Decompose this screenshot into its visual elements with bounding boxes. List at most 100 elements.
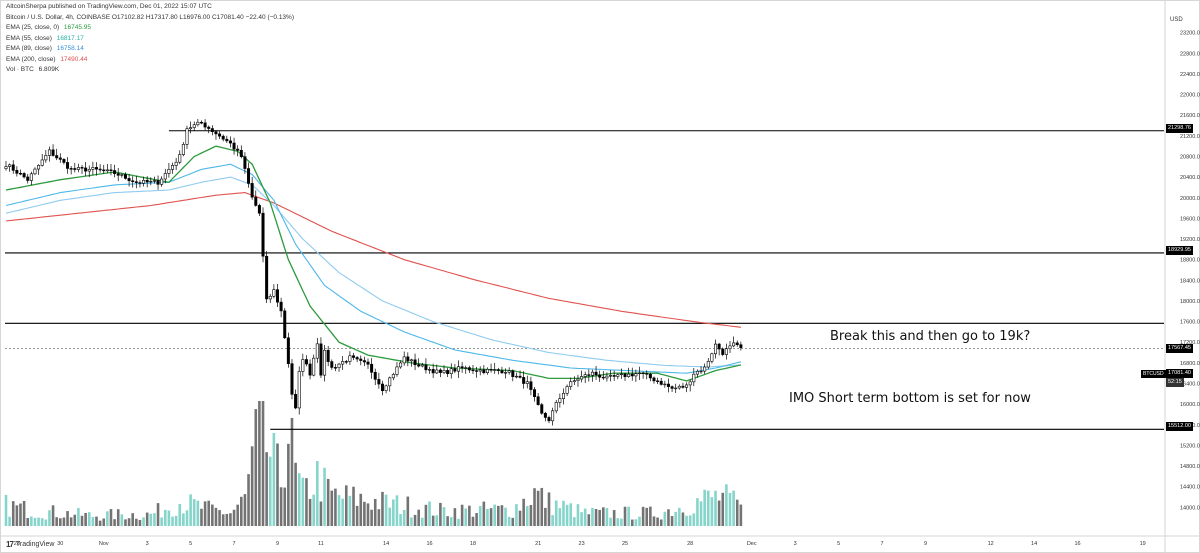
y-tick-label: 20400.00	[1180, 175, 1200, 181]
x-axis: 28 30 Nov 3 5 7 9 11 14 16 18 21 23 25 28 Dec 3 5 7 9 12 14 16…	[14, 541, 1146, 547]
volume-bar	[518, 510, 522, 526]
candle-up	[192, 124, 196, 128]
volume-bar	[511, 517, 515, 526]
volume-bar	[460, 504, 464, 526]
candle-up	[583, 374, 587, 377]
volume-bar	[163, 509, 167, 526]
volume-bar	[167, 510, 171, 526]
volume-bar	[529, 504, 533, 526]
volume-bar	[297, 473, 301, 526]
candle-up	[507, 370, 511, 373]
volume-bar	[203, 501, 207, 526]
candle-down	[438, 369, 442, 373]
candle-down	[587, 374, 591, 376]
volume-bar	[160, 517, 163, 526]
candle-down	[254, 196, 258, 206]
volume-bar	[402, 509, 406, 526]
candle-down	[406, 356, 410, 362]
volume-bar	[221, 514, 225, 526]
volume-bar	[468, 505, 471, 526]
volume-bar	[236, 504, 239, 526]
indicator-ema89[interactable]: EMA (89, close) 16758.14	[6, 44, 294, 55]
candle-up	[315, 343, 319, 359]
volume-bar	[710, 497, 714, 526]
indicator-ema55[interactable]: EMA (55, close) 16817.17	[6, 34, 294, 45]
volume-bar	[272, 432, 276, 526]
volume-bar	[558, 508, 562, 526]
candle-up	[580, 376, 584, 380]
volume-bar	[428, 501, 431, 526]
candle-up	[37, 165, 41, 170]
candle-up	[171, 165, 175, 170]
candle-down	[735, 342, 739, 346]
candle-down	[55, 155, 59, 159]
candle-up	[685, 384, 689, 388]
indicator-ema200[interactable]: EMA (200, close) 17490.44	[6, 55, 294, 66]
volume-bar	[66, 511, 69, 526]
candle-up	[178, 154, 182, 163]
volume-bar	[91, 516, 95, 526]
candle-down	[739, 344, 743, 348]
candle-down	[380, 383, 384, 391]
volume-bar	[562, 500, 565, 526]
x-tick-label: 11	[318, 541, 324, 547]
candle-down	[15, 170, 19, 174]
volume-bar	[55, 517, 58, 526]
y-tick-label: 16800.00	[1180, 361, 1200, 367]
volume-bar	[138, 519, 142, 526]
volume-bar	[547, 492, 551, 526]
candle-down	[529, 381, 533, 390]
symbol-tag: BTCUSD	[1141, 370, 1166, 378]
volume-bar	[525, 506, 529, 526]
x-tick-label: 16	[426, 541, 432, 547]
volume-bar	[323, 467, 326, 526]
candle-up	[514, 375, 518, 378]
volume-bar	[536, 490, 540, 526]
candle-up	[323, 349, 327, 376]
volume-bar	[685, 515, 688, 526]
y-tick-label: 18000.00	[1180, 299, 1200, 305]
candle-down	[359, 358, 363, 361]
volume-bar	[109, 509, 113, 526]
volume-bar	[587, 514, 591, 526]
indicator-value: 6.809K	[38, 66, 60, 73]
candle-down	[22, 173, 26, 178]
candle-up	[409, 359, 413, 362]
y-tick-label: 21200.00	[1180, 134, 1200, 140]
candle-up	[456, 366, 460, 372]
candle-up	[572, 380, 576, 383]
volume-bar	[355, 505, 359, 526]
volume-bar	[630, 519, 634, 526]
candle-down	[134, 181, 138, 183]
volume-bar	[478, 506, 482, 526]
candle-up	[91, 167, 95, 170]
volume-bar	[384, 494, 388, 526]
ema200-line	[5, 192, 741, 328]
volume-bar	[294, 462, 297, 526]
candle-down	[373, 372, 377, 380]
candle-up	[558, 398, 562, 403]
x-tick-label: 14	[383, 541, 389, 547]
indicator-volume[interactable]: Vol · BTC 6.809K	[6, 65, 294, 76]
candle-up	[4, 166, 8, 169]
tradingview-logo[interactable]: 17 TradingView	[6, 540, 54, 549]
candle-up	[728, 345, 732, 350]
indicator-ema25[interactable]: EMA (25, close, 0) 16745.95	[6, 23, 294, 34]
candle-down	[127, 178, 131, 182]
candle-down	[543, 412, 547, 418]
candle-down	[109, 169, 113, 171]
y-tick-label: 14400.00	[1180, 485, 1200, 491]
candle-up	[185, 128, 189, 145]
volume-bar	[424, 504, 428, 526]
volume-bar	[410, 517, 413, 526]
candle-down	[533, 389, 537, 398]
annotation-bottom: IMO Short term bottom is set for now	[789, 391, 1031, 406]
volume-bar	[77, 508, 80, 526]
candle-down	[659, 380, 663, 385]
candle-up	[525, 381, 529, 384]
volume-bar	[605, 508, 609, 526]
candle-down	[670, 386, 674, 389]
indicator-value: 16745.95	[63, 24, 92, 31]
volume-bar	[44, 519, 48, 526]
